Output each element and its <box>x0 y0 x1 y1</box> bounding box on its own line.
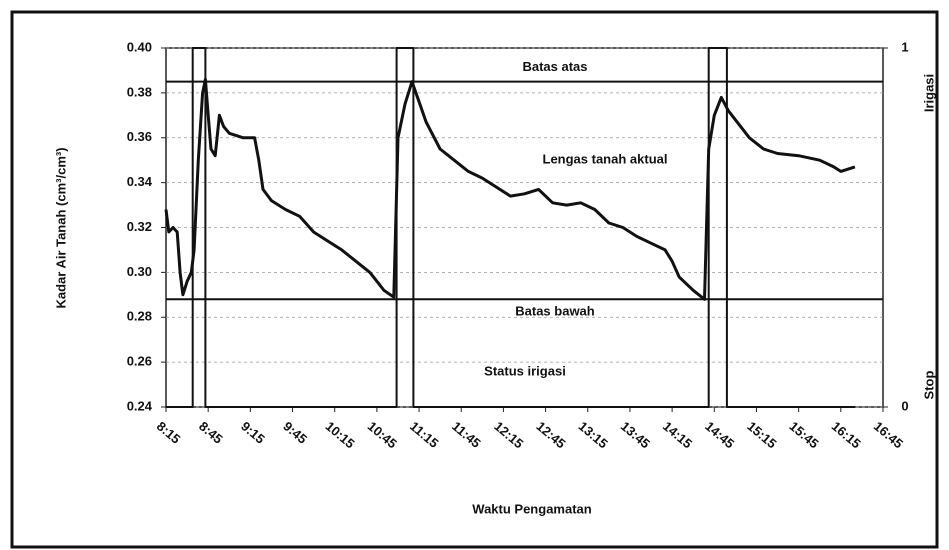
x-tick-label: 13:45 <box>618 418 653 451</box>
y-tick-label: 0.30 <box>127 264 152 279</box>
y-tick-label: 0.24 <box>127 398 153 413</box>
x-tick-label: 11:15 <box>407 418 442 450</box>
series-label: Status irigasi <box>484 363 566 378</box>
y-tick-label: 0.26 <box>127 354 152 369</box>
x-tick-label: 12:45 <box>533 418 568 451</box>
y2-tick-label: 0 <box>901 398 908 413</box>
plot-area <box>165 47 884 408</box>
y-tick-label: 0.32 <box>127 219 152 234</box>
x-tick-label: 12:15 <box>491 418 526 451</box>
y2-annotation: Stop <box>921 371 936 400</box>
series-label: Lengas tanah aktual <box>543 151 668 166</box>
x-tick-label: 16:15 <box>829 418 864 451</box>
x-tick-label: 10:45 <box>365 418 400 451</box>
reference-label: Batas atas <box>522 59 587 74</box>
x-axis-title: Waktu Pengamatan <box>472 501 591 516</box>
x-tick-label: 8:45 <box>196 418 226 446</box>
y-tick-label: 0.34 <box>127 174 153 189</box>
x-tick-label: 9:45 <box>280 418 310 446</box>
y-tick-label: 0.38 <box>127 84 152 99</box>
x-tick-label: 14:45 <box>702 418 737 451</box>
y-tick-label: 0.36 <box>127 129 152 144</box>
x-tick-label: 8:15 <box>154 418 184 446</box>
frame <box>10 10 939 549</box>
x-tick-label: 15:45 <box>787 418 822 451</box>
data-line <box>164 77 856 301</box>
x-tick-label: 16:45 <box>871 418 906 451</box>
status-line <box>166 47 855 408</box>
x-tick-label: 11:45 <box>449 418 484 450</box>
y2-annotation: Irigasi <box>921 74 936 112</box>
x-tick-label: 14:15 <box>660 418 695 451</box>
reference-label: Batas bawah <box>515 304 595 319</box>
x-tick-label: 13:15 <box>576 418 611 451</box>
x-tick-label: 15:15 <box>744 418 779 451</box>
y2-tick-label: 1 <box>901 39 908 54</box>
y-tick-label: 0.28 <box>127 309 152 324</box>
x-tick-label: 9:15 <box>238 418 268 446</box>
y-axis-title: Kadar Air Tanah (cm³/cm³) <box>53 147 68 308</box>
x-tick-label: 10:15 <box>323 418 358 451</box>
y-tick-label: 0.40 <box>127 39 152 54</box>
